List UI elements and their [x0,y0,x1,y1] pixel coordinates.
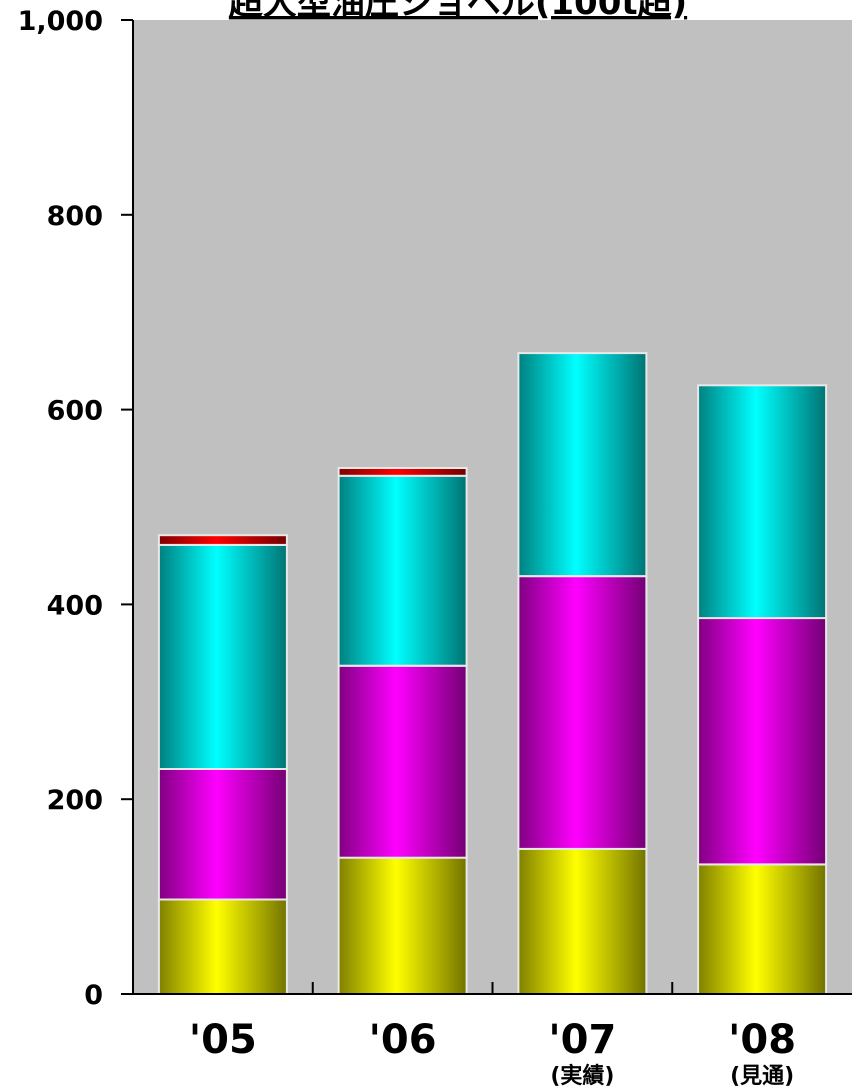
bars-group [157,352,828,996]
bar-segment-2-0 [517,847,648,996]
bar-segment-1-3 [337,467,468,477]
x-tick-label-2: '07 [548,1017,616,1063]
bar-segment-2-1 [517,575,648,850]
labels-group: 0 200 400 600 800 1,000 '05 '06 '07(実績) '08(見通) [18,6,796,1089]
x-sublabel-3: (見通) [730,1064,794,1089]
bar-segment-3-1 [697,617,828,866]
bar-segment-3-0 [697,863,828,995]
bar-segment-1-1 [337,664,468,859]
bar-segment-1-0 [337,856,468,995]
x-tick-label-1: '06 [369,1017,437,1063]
x-tick-label-3: '08 [728,1017,796,1063]
chart-title: 超大型油圧ショベル(100t超) [229,0,687,23]
bar-segment-0-1 [157,768,288,901]
x-sublabel-2: (実績) [550,1063,614,1089]
bar-segment-2-2 [517,352,648,578]
bar-segment-3-2 [697,384,828,620]
y-tick-label-5: 1,000 [18,6,103,37]
bar-segment-1-2 [337,474,468,667]
x-tick-label-0: '05 [189,1017,257,1063]
y-tick-label-3: 600 [47,396,103,427]
axes-group [121,19,852,995]
bar-segment-0-3 [157,534,288,546]
bar-segment-0-0 [157,898,288,995]
y-tick-label-1: 200 [47,785,103,816]
y-tick-label-4: 800 [47,201,103,232]
bar-segment-0-2 [157,544,288,770]
y-tick-label-0: 0 [84,980,103,1011]
y-tick-label-2: 400 [47,590,103,621]
